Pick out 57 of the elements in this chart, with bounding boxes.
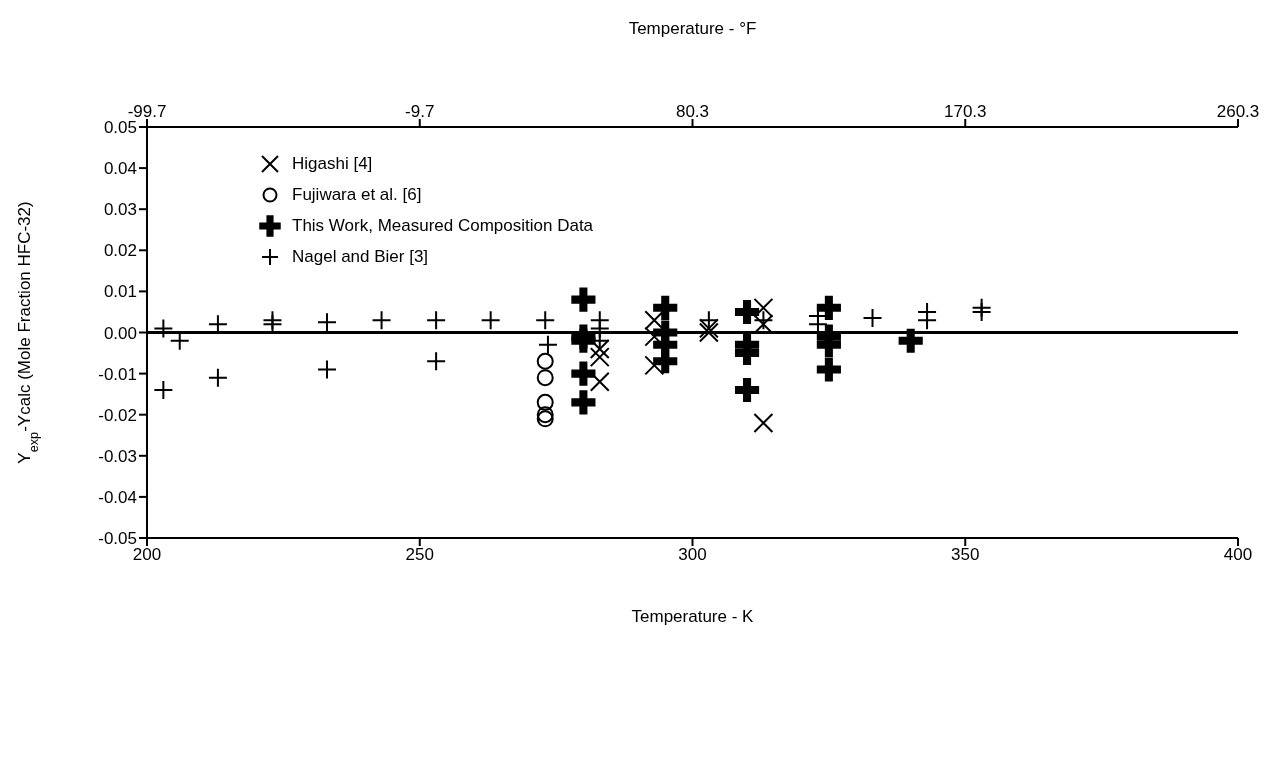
point: [734, 299, 760, 325]
legend-label: Higashi [4]: [292, 153, 373, 174]
point: [816, 295, 841, 320]
y-tick-label: 0.00: [103, 323, 137, 343]
y-tick-label: -0.04: [98, 487, 137, 507]
point: [536, 406, 554, 424]
x-tick-label: 300: [678, 545, 707, 565]
point: [898, 328, 923, 353]
point: [862, 308, 883, 329]
x2-tick-label: -9.7: [405, 102, 435, 121]
point: [536, 393, 554, 411]
legend-label: Fujiwara et al. [6]: [292, 184, 422, 205]
y-tick-label: 0.05: [103, 118, 137, 138]
y-tick-label: 0.04: [103, 159, 137, 179]
y-tick-label: -0.02: [98, 405, 137, 425]
point: [536, 410, 554, 428]
x2-tick-label: -99.7: [127, 102, 167, 121]
y-tick-label: -0.01: [98, 364, 137, 384]
point: [753, 412, 774, 433]
legend-label: This Work, Measured Composition Data: [292, 215, 594, 236]
point: [480, 310, 501, 331]
point: [317, 312, 338, 333]
point: [535, 310, 556, 331]
point: [426, 310, 447, 331]
point: [589, 347, 610, 368]
point: [207, 367, 228, 388]
point: [753, 297, 774, 318]
y-tick-label: 0.02: [103, 241, 137, 261]
point: [317, 359, 338, 380]
point: [816, 357, 841, 382]
x-tick-label: 350: [951, 545, 980, 565]
x-tick-label: 250: [405, 545, 434, 565]
x2-tick-label: 80.3: [675, 102, 710, 121]
point: [536, 352, 554, 370]
point: [153, 380, 174, 401]
point: [426, 351, 447, 372]
x-tick-label: 400: [1223, 545, 1253, 565]
point: [536, 369, 554, 387]
point: [734, 377, 760, 403]
x-axis-title: Temperature - K: [631, 607, 755, 626]
y-tick-label: -0.03: [98, 446, 137, 466]
point: [153, 318, 174, 339]
point: [571, 287, 596, 312]
x2-tick-label: 260.3: [1216, 102, 1260, 121]
point: [589, 371, 610, 392]
point: [571, 361, 596, 386]
x2-tick-label: 170.3: [943, 102, 987, 121]
point: [653, 295, 678, 320]
point: [653, 349, 678, 374]
point: [371, 310, 392, 331]
point: [917, 310, 938, 331]
point: [571, 390, 596, 415]
point: [537, 334, 558, 355]
y-tick-label: 0.03: [103, 200, 137, 220]
legend-label: Nagel and Bier [3]: [292, 246, 429, 267]
x2-axis-title: Temperature - °F: [628, 19, 757, 39]
y-tick-label: 0.01: [103, 282, 137, 302]
